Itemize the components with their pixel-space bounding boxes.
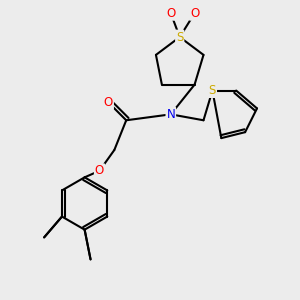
Text: N: N xyxy=(167,108,175,121)
Text: S: S xyxy=(176,31,183,44)
Text: O: O xyxy=(190,7,199,20)
Text: O: O xyxy=(166,7,176,20)
Text: O: O xyxy=(95,164,104,177)
Text: O: O xyxy=(104,96,113,109)
Text: S: S xyxy=(209,84,216,97)
